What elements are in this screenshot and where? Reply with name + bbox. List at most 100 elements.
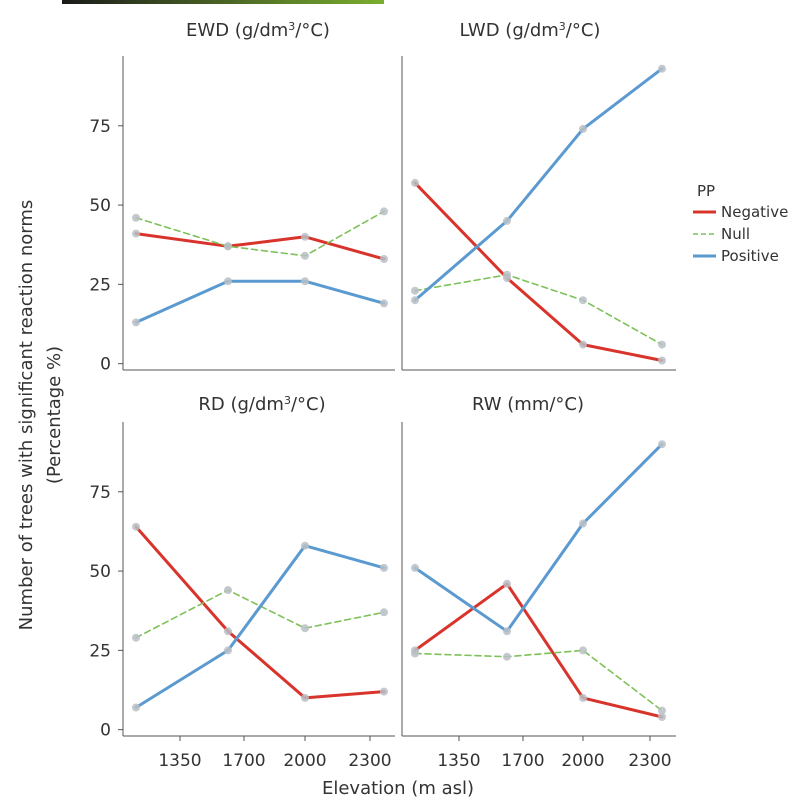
data-point-positive: [503, 216, 511, 225]
data-point-null: [658, 706, 666, 715]
y-tick-label: 50: [89, 562, 111, 582]
data-point-null: [503, 652, 511, 661]
series-line-positive: [413, 442, 664, 633]
data-point-positive: [224, 646, 232, 655]
data-point-null: [503, 270, 511, 279]
legend-label-negative: Negative: [721, 203, 788, 221]
panel-lwd-g-dm3-c: LWD (g/dm3/°C): [401, 20, 676, 371]
data-point-negative: [301, 693, 309, 702]
series-line-null: [414, 273, 663, 346]
x-tick-label: 2000: [561, 751, 604, 771]
data-point-positive: [411, 563, 419, 572]
data-point-null: [224, 586, 232, 595]
legend-label-positive: Positive: [721, 247, 779, 265]
legend-item-null: Null: [693, 225, 750, 243]
panel-rw-mm-c: RW (mm/°C) 1350 1700 2000 2300: [401, 394, 676, 771]
data-point-null: [301, 251, 309, 260]
top-banner-strip: [62, 0, 384, 4]
data-point-negative: [132, 522, 140, 531]
x-tick-label: 1350: [158, 751, 201, 771]
y-tick-label: 25: [89, 641, 111, 661]
y-tick-label: 25: [89, 275, 111, 295]
data-point-null: [224, 242, 232, 251]
data-point-positive: [658, 64, 666, 73]
legend-items: Negative Null Positive: [693, 203, 788, 265]
legend-title: PP: [697, 182, 715, 200]
data-point-null: [579, 296, 587, 305]
data-point-positive: [380, 563, 388, 572]
data-point-negative: [132, 229, 140, 238]
data-point-null: [301, 624, 309, 633]
data-point-null: [411, 649, 419, 658]
legend-label-null: Null: [721, 225, 750, 243]
y-tick-label: 75: [89, 483, 111, 503]
series-null: [411, 646, 666, 715]
panel-ewd-g-dm3-c: EWD (g/dm3/°C) 0 25 50 75: [89, 20, 395, 375]
x-tick-label: 1350: [437, 751, 480, 771]
panel-title: RD (g/dm3/°C): [198, 394, 325, 416]
panel-rd-g-dm3-c: RD (g/dm3/°C) 0 25 50 75 1350 1700 2000 2300: [89, 394, 395, 771]
x-tick-label: 1700: [222, 751, 265, 771]
y-tick-label: 50: [89, 196, 111, 216]
legend-item-positive: Positive: [693, 247, 779, 265]
data-point-positive: [380, 299, 388, 308]
x-tick-label: 2000: [283, 751, 326, 771]
series-positive: [411, 64, 666, 305]
data-point-negative: [579, 340, 587, 349]
series-line-null: [414, 649, 663, 712]
data-point-positive: [658, 440, 666, 449]
series-line-null: [135, 210, 385, 257]
y-tick-label: 0: [100, 721, 111, 741]
series-null: [411, 270, 666, 349]
series-positive: [132, 277, 388, 327]
data-point-positive: [301, 541, 309, 550]
data-point-negative: [503, 579, 511, 588]
data-point-negative: [411, 178, 419, 187]
data-point-negative: [658, 713, 666, 721]
x-axis-title: Elevation (m asl): [322, 778, 474, 799]
data-point-null: [380, 207, 388, 216]
x-tick-label: 2300: [348, 751, 391, 771]
data-point-positive: [503, 627, 511, 636]
data-point-positive: [132, 318, 140, 327]
panel-title: RW (mm/°C): [472, 394, 584, 415]
series-positive: [411, 440, 666, 636]
series-line-negative: [134, 232, 386, 261]
y-tick-label: 75: [89, 117, 111, 137]
legend: PP Negative Null Positive: [693, 182, 788, 265]
series-line-negative: [413, 582, 664, 719]
series-null: [132, 207, 388, 260]
series-line-positive: [134, 279, 386, 324]
series-negative: [132, 522, 388, 702]
series-null: [132, 586, 388, 642]
panel-title: EWD (g/dm3/°C): [186, 20, 330, 42]
series-line-null: [135, 589, 385, 639]
data-point-null: [380, 608, 388, 617]
x-tick-label: 1700: [501, 751, 544, 771]
series-positive: [132, 541, 388, 712]
y-axis-title: Number of trees with significant reactio…: [16, 200, 37, 631]
data-point-null: [132, 633, 140, 642]
panels: EWD (g/dm3/°C) 0 25 50 75 LWD (g/dm3/°C) RD (g…: [89, 20, 676, 771]
data-point-positive: [579, 124, 587, 133]
data-point-negative: [380, 687, 388, 696]
y-axis-title-line2: (Percentage %): [44, 346, 65, 484]
data-point-negative: [579, 693, 587, 702]
data-point-null: [411, 286, 419, 295]
data-point-null: [132, 213, 140, 222]
data-point-null: [658, 340, 666, 349]
series-negative: [132, 229, 388, 263]
data-point-null: [579, 646, 587, 655]
data-point-positive: [301, 277, 309, 286]
data-point-positive: [411, 296, 419, 305]
data-point-negative: [224, 627, 232, 636]
legend-item-negative: Negative: [693, 203, 788, 221]
series-negative: [411, 579, 666, 721]
x-tick-label: 2300: [628, 751, 671, 771]
y-tick-label: 0: [100, 355, 111, 375]
data-point-negative: [380, 255, 388, 263]
data-point-positive: [132, 703, 140, 712]
data-point-negative: [301, 232, 309, 241]
data-point-negative: [658, 356, 666, 365]
